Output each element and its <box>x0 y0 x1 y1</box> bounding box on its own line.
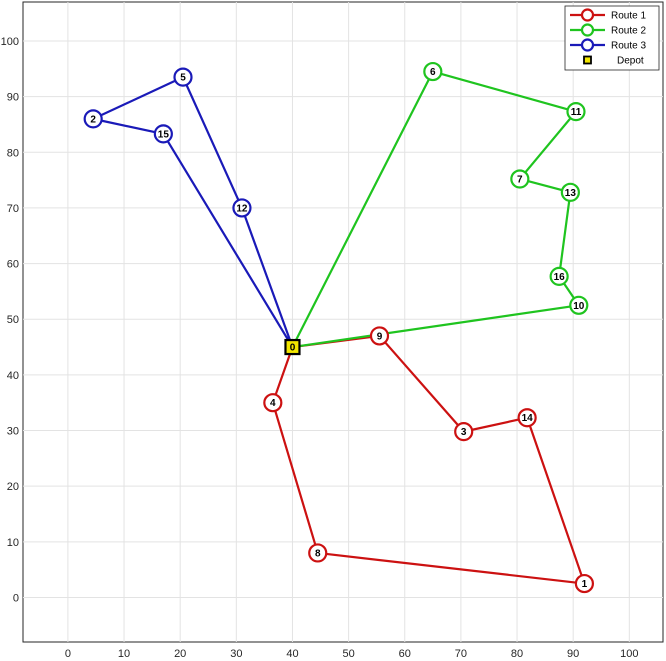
legend-marker-depot <box>583 55 592 65</box>
node-label: 11 <box>571 107 582 118</box>
x-tick-label: 70 <box>455 648 467 660</box>
x-axis-ticks: 0 10 20 30 40 50 60 70 80 90 100 <box>65 648 639 660</box>
y-tick-label: 10 <box>7 537 19 549</box>
node-label: 15 <box>158 129 170 140</box>
node-marker <box>549 266 569 286</box>
x-tick-label: 100 <box>620 648 638 660</box>
x-tick-label: 0 <box>65 648 71 660</box>
x-tick-label: 10 <box>118 648 130 660</box>
x-tick-label: 40 <box>286 648 298 660</box>
y-tick-label: 50 <box>7 314 19 326</box>
legend-marker-route-2 <box>580 23 595 37</box>
route-line-3 <box>92 76 294 348</box>
node-marker <box>153 124 173 144</box>
legend-marker-route-3 <box>580 38 595 52</box>
node-marker <box>173 67 193 87</box>
node-label: 3 <box>461 427 467 438</box>
node-label: 9 <box>377 331 383 342</box>
node-label: 13 <box>565 188 577 199</box>
legend-label-route-1: Route 1 <box>611 11 646 22</box>
y-tick-label: 40 <box>7 370 19 382</box>
y-tick-label: 80 <box>7 147 19 159</box>
node-label: 8 <box>315 548 321 559</box>
y-tick-label: 90 <box>7 92 19 104</box>
y-axis-ticks: 0 10 20 30 40 50 60 70 80 90 100 <box>1 36 19 605</box>
legend-marker-route-1 <box>580 8 595 22</box>
node-label: 2 <box>90 114 96 125</box>
y-tick-label: 20 <box>7 481 19 493</box>
legend-label-route-3: Route 3 <box>611 41 646 52</box>
node-marker <box>510 169 530 189</box>
legend: Route 1 Route 2 Route 3 Depot <box>564 5 660 71</box>
x-tick-label: 30 <box>230 648 242 660</box>
legend-box <box>564 5 660 71</box>
node-label: 12 <box>236 203 248 214</box>
depot-label: 0 <box>290 343 296 354</box>
node-marker <box>83 109 103 129</box>
y-tick-label: 70 <box>7 203 19 215</box>
x-tick-label: 50 <box>342 648 354 660</box>
node-marker <box>369 326 390 346</box>
node-marker <box>560 182 580 202</box>
node-label: 6 <box>430 67 436 78</box>
node-marker <box>517 408 537 428</box>
node-marker <box>232 198 252 218</box>
node-marker <box>566 102 586 122</box>
node-label: 10 <box>573 301 585 312</box>
grid <box>23 2 663 642</box>
plot-area <box>22 1 664 643</box>
node-label: 4 <box>270 398 276 409</box>
node-marker <box>308 543 328 563</box>
x-tick-label: 90 <box>567 648 579 660</box>
route-line-1 <box>271 334 586 585</box>
node-marker <box>569 295 589 315</box>
legend-label-route-2: Route 2 <box>611 26 646 37</box>
node-marker <box>263 393 283 413</box>
node-marker <box>574 573 595 594</box>
node-label: 5 <box>180 73 186 84</box>
node-label: 7 <box>517 174 523 185</box>
y-tick-label: 0 <box>13 592 19 604</box>
x-tick-label: 20 <box>174 648 186 660</box>
y-tick-label: 60 <box>7 259 19 271</box>
legend-label-depot: Depot <box>617 56 644 67</box>
x-tick-label: 60 <box>399 648 411 660</box>
node-marker <box>454 422 474 442</box>
node-marker <box>423 61 443 82</box>
depot-marker <box>284 338 301 356</box>
y-tick-label: 30 <box>7 426 19 438</box>
node-label: 16 <box>554 272 566 283</box>
x-tick-label: 80 <box>511 648 523 660</box>
node-label: 1 <box>582 579 588 590</box>
node-label: 14 <box>522 413 534 424</box>
y-tick-label: 100 <box>1 36 19 48</box>
